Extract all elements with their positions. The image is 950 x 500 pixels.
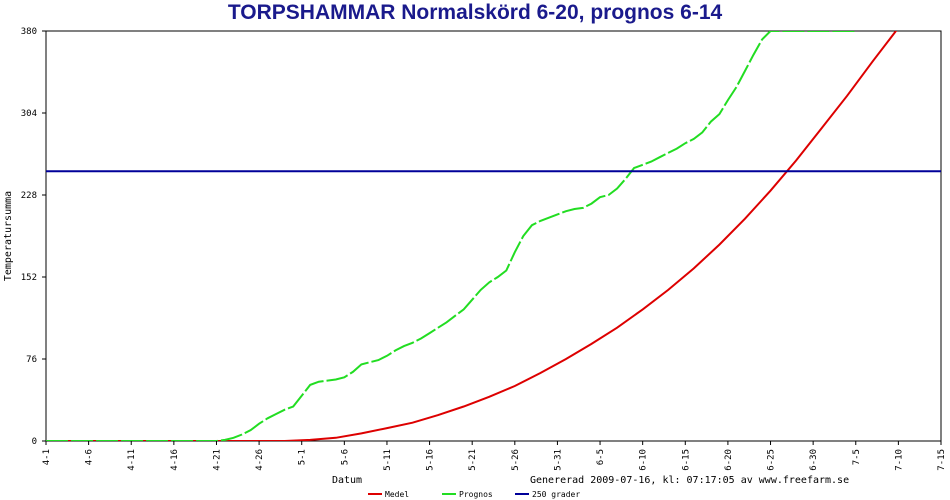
x-tick-label: 6-10 [639,449,649,471]
y-tick-label: 0 [32,437,37,447]
x-tick-label: 4-1 [42,449,52,465]
chart-title: TORPSHAMMAR Normalskörd 6-20, prognos 6-… [227,1,723,24]
x-tick-label: 7-10 [894,449,904,471]
x-axis: 4-1 4-6 4-11 4-16 4-21 4-26 5-1 5-6 5-11 5-16 5-21… [42,441,947,471]
x-tick-label: 4-6 [85,449,95,465]
x-tick-label: 5-21 [468,449,478,471]
x-tick-label: 6-25 [767,449,777,471]
x-tick-label: 6-30 [809,449,819,471]
x-tick-label: 5-16 [426,449,436,471]
x-tick-label: 7-15 [937,449,947,471]
legend: Medel Prognos 250 grader [368,490,580,499]
x-tick-label: 7-5 [852,449,862,465]
x-tick-label: 4-26 [255,449,265,471]
y-tick-label: 380 [21,27,37,37]
y-tick-label: 228 [21,191,37,201]
y-tick-label: 76 [26,355,37,365]
x-tick-label: 5-1 [298,449,308,465]
x-tick-label: 5-26 [511,449,521,471]
y-axis-label: Temperatursumma [3,191,14,281]
x-tick-label: 5-11 [383,449,393,471]
x-tick-label: 4-21 [212,449,222,471]
x-tick-label: 4-16 [170,449,180,471]
x-tick-label: 5-6 [340,449,350,465]
legend-label-1: Prognos [459,490,493,499]
series-layer [46,31,941,441]
legend-label-0: Medel [385,490,409,499]
plot-area [45,30,942,442]
legend-label-2: 250 grader [532,490,580,499]
x-tick-label: 4-11 [127,449,137,471]
y-tick-label: 152 [21,273,37,283]
x-tick-label: 6-5 [596,449,606,465]
x-tick-label: 6-15 [681,449,691,471]
x-tick-label: 6-20 [724,449,734,471]
x-tick-label: 5-31 [553,449,563,471]
y-axis: 0 76 152 228 304 380 [21,27,46,447]
series-line-1 [46,31,856,441]
x-axis-label: Datum [332,475,362,486]
y-tick-label: 304 [21,109,37,119]
footer-text: Genererad 2009-07-16, kl: 07:17:05 av ww… [530,475,849,486]
